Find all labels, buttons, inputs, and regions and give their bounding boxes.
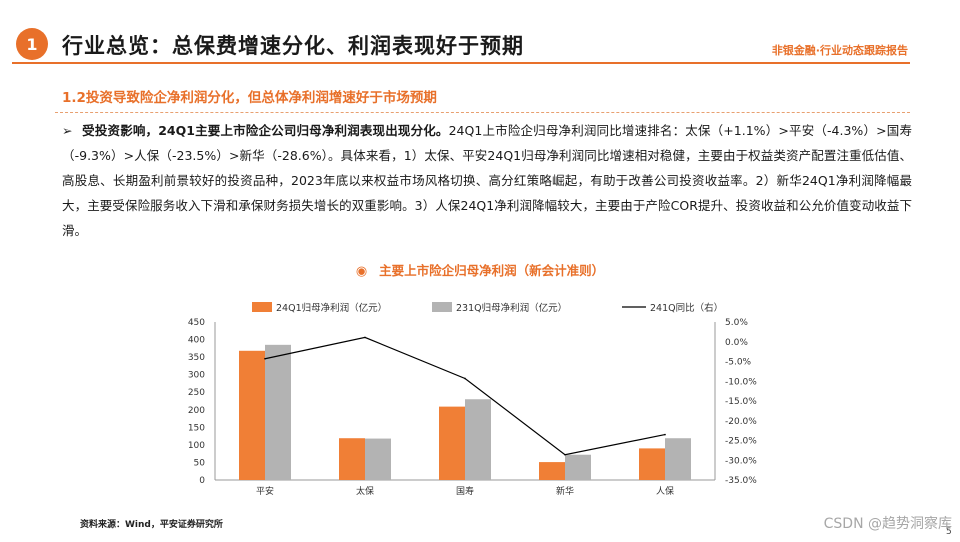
chart-title: 主要上市险企归母净利润（新会计准则） [379,263,605,278]
y-left-tick-label: 400 [188,336,205,346]
bar-24q1-4 [639,448,665,480]
y-left-tick-label: 350 [188,353,205,363]
bar-24q1-1 [339,438,365,480]
y-left-tick-label: 100 [188,441,205,451]
bar-23q1-4 [665,438,691,480]
page-number: 5 [946,527,952,537]
bar-23q1-2 [465,399,491,480]
bar-23q1-3 [565,454,591,480]
yoy-point-3 [564,453,566,456]
yoy-point-2 [464,377,466,380]
y-right-tick-label: -25.0% [725,437,757,447]
body-text: 24Q1上市险企归母净利润同比增速排名：太保（+1.1%）>平安（-4.3%）>… [62,123,912,238]
y-right-tick-label: -5.0% [725,358,752,368]
y-left-tick-label: 300 [188,371,205,381]
report-header: 1 行业总览：总保费增速分化、利润表现好于预期 非银金融·行业动态跟踪报告 [0,0,960,64]
y-right-tick-label: -10.0% [725,377,757,387]
yoy-point-4 [664,433,666,436]
y-right-tick-label: -35.0% [725,476,757,486]
bar-24q1-3 [539,462,565,480]
y-left-tick-label: 200 [188,406,205,416]
yoy-point-0 [264,357,266,360]
x-tick-label: 国寿 [456,485,474,497]
y-left-tick-label: 450 [188,318,205,328]
y-right-tick-label: -30.0% [725,456,757,466]
bar-23q1-0 [265,344,291,480]
bar-24q1-0 [239,350,265,480]
x-tick-label: 新华 [556,485,574,497]
bar-23q1-1 [365,438,391,480]
section-title: 1.2投资导致险企净利润分化，但总体净利润增速好于市场预期 [62,90,437,106]
x-tick-label: 平安 [256,485,274,497]
body-lead: 受投资影响，24Q1主要上市险企公司归母净利润表现出现分化。 [82,123,449,138]
legend-label-1: 231Q归母净利润（亿元） [456,302,567,314]
net-profit-chart: 0 50 100 150 200 250 300 350 400 450 -35.0% -30.0% -… [188,302,757,497]
legend-label-0: 24Q1归母净利润（亿元） [276,302,387,314]
target-icon: ◉ [355,264,368,279]
y-right-tick-label: -20.0% [725,417,757,427]
y-left-tick-label: 50 [194,458,206,468]
body-paragraph: 受投资影响，24Q1主要上市险企公司归母净利润表现出现分化。24Q1上市险企归母… [62,118,912,243]
x-tick-label: 人保 [656,485,674,497]
bullet-arrow-icon: ➢ [62,123,73,138]
y-right-tick-label: 5.0% [725,318,748,328]
y-right-tick-label: 0.0% [725,338,748,348]
x-tick-label: 太保 [356,485,374,497]
y-left-tick-label: 250 [188,388,205,398]
source-note: 资料来源：Wind，平安证券研究所 [80,520,223,530]
page-title: 行业总览：总保费增速分化、利润表现好于预期 [62,34,524,58]
section-number-badge: 1 [16,28,48,60]
y-left-tick-label: 150 [188,423,205,433]
legend-swatch-1 [432,302,452,312]
legend-swatch-0 [252,302,272,312]
chart-title-row: ◉ 主要上市险企归母净利润（新会计准则） [0,260,960,279]
watermark: CSDN @趋势洞察库 [823,516,952,532]
section-divider [55,112,910,113]
y-left-tick-label: 0 [199,476,205,486]
bar-24q1-2 [439,406,465,480]
y-right-tick-label: -15.0% [725,397,757,407]
report-category-tag: 非银金融·行业动态跟踪报告 [771,44,908,57]
legend-label-2: 241Q同比（右） [650,302,723,314]
header-divider [12,62,910,64]
yoy-point-1 [364,336,366,339]
